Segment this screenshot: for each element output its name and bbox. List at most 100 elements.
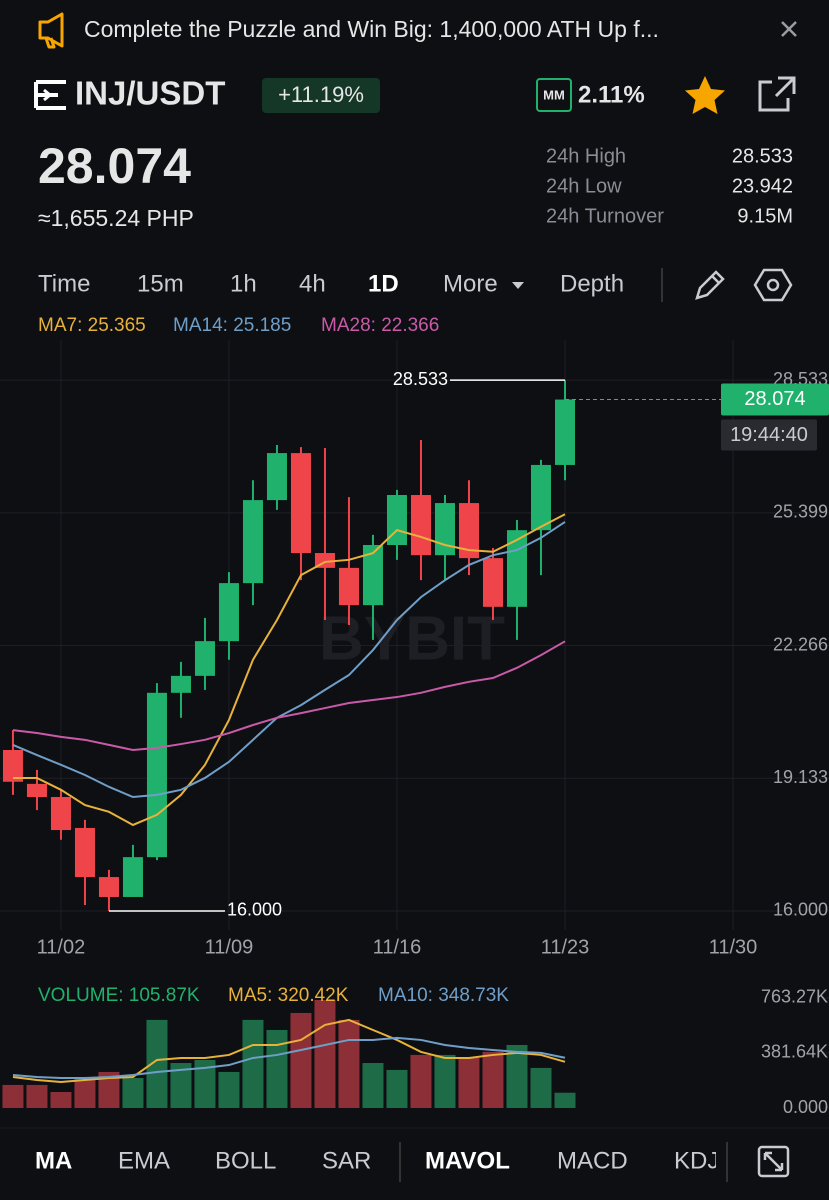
y-tick-label: 763.27K [761, 987, 828, 1007]
volume-bar [410, 1054, 432, 1108]
x-tick-label: 11/16 [373, 936, 422, 958]
indicator-tab[interactable]: MACD [557, 1147, 628, 1174]
candle-body [98, 877, 119, 897]
candle-body [50, 797, 71, 831]
candle-body [194, 641, 215, 676]
tab[interactable]: 15m [137, 270, 184, 297]
indicator-tab[interactable]: KDJ [674, 1147, 719, 1174]
indicator-tab[interactable]: BOLL [215, 1147, 276, 1174]
tab[interactable]: More [443, 270, 498, 297]
volume-bar [74, 1078, 96, 1108]
stat-label: 24h Turnover [546, 205, 664, 227]
y-tick-label: 16.000 [773, 900, 828, 920]
candle-body [2, 749, 23, 782]
candle-body [506, 530, 527, 607]
tab[interactable]: Time [38, 270, 90, 297]
countdown-tag [721, 419, 817, 451]
indicator-tab-active[interactable]: MA [35, 1147, 72, 1174]
stat-value: 28.533 [732, 145, 793, 167]
interval-tabs: Time 15m 1h 4h 1D More Depth [38, 268, 793, 302]
tab-active[interactable]: 1D [368, 270, 399, 297]
legend-entry: MA28: 22.366 [321, 315, 439, 336]
volume-bar [242, 1019, 264, 1108]
volume-bar [266, 1029, 288, 1108]
stats: 24h High 28.533 24h Low 23.942 24h Turno… [546, 145, 793, 227]
y-tick-label: 0.000 [783, 1097, 828, 1117]
candle-body [26, 783, 47, 798]
candle-body [122, 857, 143, 897]
stat-value: 9.15M [737, 205, 793, 227]
candle-body [242, 500, 263, 584]
volume-bar [314, 999, 336, 1108]
indicator-tab[interactable]: EMA [118, 1147, 170, 1174]
fiat-price: ≈1,655.24 PHP [38, 205, 194, 231]
volume-bar [506, 1044, 528, 1108]
volume-bar [362, 1063, 384, 1108]
candle-body [290, 453, 311, 554]
stat-label: 24h Low [546, 175, 622, 197]
volume-bar [338, 1019, 360, 1108]
volume-bar [146, 1019, 168, 1108]
candle-body [530, 464, 551, 531]
volume-bar [554, 1092, 576, 1108]
x-tick-label: 11/23 [541, 936, 590, 958]
y-tick-label: 25.399 [773, 502, 828, 522]
legend-entry: MA10: 348.73K [378, 985, 509, 1006]
volume-bar [98, 1071, 120, 1108]
volume-bar [530, 1067, 552, 1108]
share-icon[interactable] [758, 76, 796, 112]
price-chart: BYBIT MA7: 25.365 MA14: 25.185 MA28: 22.366… [0, 315, 829, 1117]
mm-icon: MM [543, 87, 565, 102]
candle-body [218, 583, 239, 642]
legend-entry: VOLUME: 105.87K [38, 985, 200, 1006]
price-tag-label: 28.074 [744, 388, 805, 410]
volume-bar [434, 1054, 456, 1108]
candle-body [146, 692, 167, 858]
banner[interactable]: Complete the Puzzle and Win Big: 1,400,0… [38, 12, 797, 49]
tab[interactable]: 4h [299, 270, 326, 297]
candle-body [170, 675, 191, 693]
candle-body [410, 495, 431, 556]
candle-body [74, 827, 95, 878]
menu-icon[interactable] [34, 80, 66, 110]
candle-body [338, 567, 359, 606]
volume-bar [290, 1012, 312, 1108]
candle-body [554, 399, 575, 465]
ma-line [12, 1036, 566, 1080]
mm-value: 2.11% [578, 81, 645, 108]
countdown: 19:44:40 [730, 424, 808, 446]
pair: INJ/USDT [75, 75, 225, 112]
ma-line [12, 521, 566, 799]
banner-text: Complete the Puzzle and Win Big: 1,400,0… [84, 16, 659, 42]
price-tag [721, 383, 829, 416]
y-tick-label: 19.133 [773, 767, 828, 787]
legend-entry: MA5: 320.42K [228, 985, 349, 1006]
close-icon[interactable] [781, 21, 797, 37]
y-tick-label: 22.266 [773, 634, 828, 654]
tab[interactable]: Depth [560, 270, 624, 297]
draw-icon[interactable] [695, 270, 725, 300]
indicator-tab-active[interactable]: MAVOL [425, 1147, 510, 1174]
stat-value: 23.942 [732, 175, 793, 197]
watermark: BYBIT [319, 604, 505, 673]
fullscreen-icon[interactable] [757, 1145, 790, 1178]
high-label: 28.533 [393, 369, 448, 389]
stat-label: 24h High [546, 145, 626, 167]
favorite-star[interactable] [685, 76, 725, 114]
volume-bar [194, 1059, 216, 1108]
volume-bar [386, 1069, 408, 1108]
low-label: 16.000 [227, 900, 282, 920]
tab[interactable]: 1h [230, 270, 257, 297]
indicator-tabs: MA EMA BOLL SAR MAVOL MACD KDJ [35, 1142, 790, 1182]
indicator-tab[interactable]: SAR [322, 1147, 371, 1174]
x-tick-label: 11/02 [37, 936, 86, 958]
ma-line [12, 640, 566, 752]
volume-bar [122, 1078, 144, 1108]
volume-bar [482, 1051, 504, 1108]
change: +11.19% [278, 82, 364, 107]
y-tick-label: 381.64K [761, 1042, 828, 1062]
settings-icon[interactable] [753, 268, 793, 302]
